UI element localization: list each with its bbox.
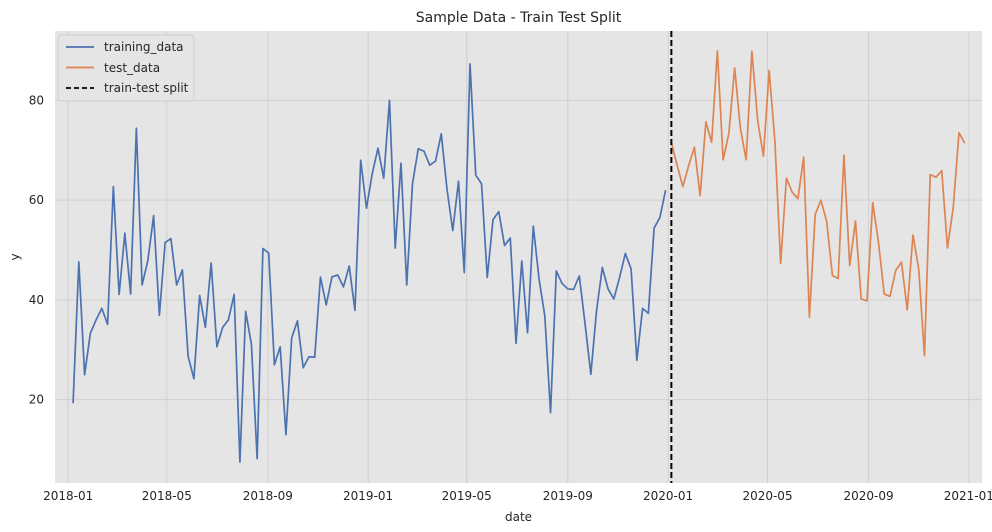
y-tick-label: 80 <box>29 93 44 107</box>
legend: training_data test_data train-test split <box>57 34 195 102</box>
series-lines <box>72 50 966 463</box>
x-tick-label: 2018-05 <box>142 489 192 503</box>
x-tick-label: 2021-01 <box>944 489 992 503</box>
x-tick-label: 2019-01 <box>343 489 393 503</box>
y-axis-label: y <box>8 253 22 260</box>
x-tick-label: 2020-09 <box>844 489 894 503</box>
x-tick-label: 2019-09 <box>543 489 593 503</box>
x-tick-label: 2019-05 <box>442 489 492 503</box>
legend-label-test: test_data <box>104 61 160 75</box>
x-tick-label: 2018-09 <box>243 489 293 503</box>
legend-box <box>57 34 195 102</box>
legend-label-training: training_data <box>104 40 184 54</box>
y-tick-label: 20 <box>29 393 44 407</box>
x-tick-label: 2020-01 <box>643 489 693 503</box>
x-axis-ticks: 2018-01 2018-05 2018-09 2019-01 2019-05 2019-… <box>43 489 992 503</box>
legend-label-split: train-test split <box>104 81 189 95</box>
plot-area <box>55 31 982 483</box>
y-tick-label: 60 <box>29 193 44 207</box>
x-tick-label: 2018-01 <box>43 489 93 503</box>
x-tick-label: 2020-05 <box>742 489 792 503</box>
test-data-line <box>670 50 966 357</box>
y-tick-label: 40 <box>29 293 44 307</box>
y-axis-ticks: 20 40 60 80 <box>29 93 44 406</box>
training-data-line <box>72 63 667 463</box>
chart-title: Sample Data - Train Test Split <box>416 10 622 26</box>
x-axis-label: date <box>505 510 532 524</box>
